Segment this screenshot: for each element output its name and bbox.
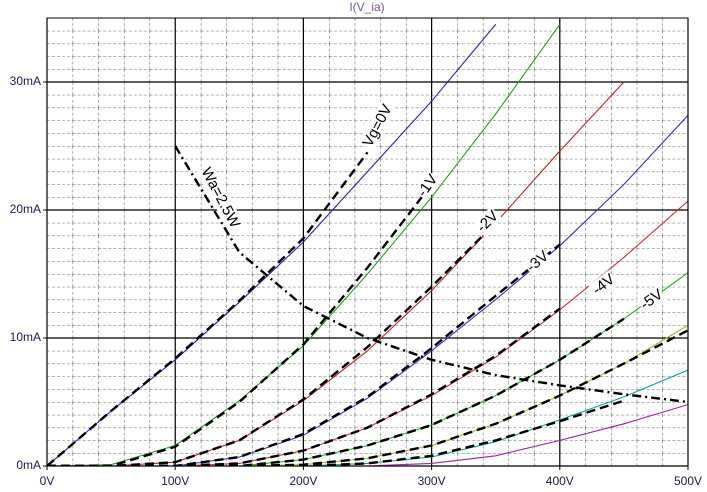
x-tick-label: 100V <box>161 474 189 488</box>
ref-curve <box>47 307 561 466</box>
x-tick-label: 400V <box>546 474 574 488</box>
annotation-bg <box>472 206 503 237</box>
plot-frame <box>46 17 689 467</box>
x-tick-label: 200V <box>289 474 317 488</box>
annotation-bg <box>413 170 442 201</box>
ref-curve <box>47 399 625 466</box>
y-tick-label: 0mA <box>16 458 41 472</box>
ref-curve <box>47 183 433 466</box>
x-tick-label: 0V <box>40 474 55 488</box>
sim-curve <box>47 81 625 466</box>
sim-curve <box>47 369 688 466</box>
annotation-bg <box>588 270 619 300</box>
ref-curve <box>47 317 625 466</box>
x-tick-label: 500V <box>674 474 702 488</box>
annotation-bg <box>522 246 553 277</box>
sim-curve <box>47 114 688 466</box>
ref-curve <box>47 329 688 466</box>
annotation-bg <box>636 285 667 314</box>
ref-curve <box>47 151 369 466</box>
y-tick-label: 10mA <box>10 330 41 344</box>
y-tick-label: 30mA <box>10 74 41 88</box>
minor-grid <box>47 18 688 466</box>
annotation-bg <box>358 100 397 151</box>
x-tick-label: 300V <box>418 474 446 488</box>
sim-curve <box>47 404 688 466</box>
ref-curve <box>174 145 688 404</box>
ref-curve <box>47 243 561 466</box>
annotation-bg <box>197 163 245 233</box>
y-tick-label: 20mA <box>10 202 41 216</box>
chart-title: I(V_ia) <box>349 0 384 14</box>
